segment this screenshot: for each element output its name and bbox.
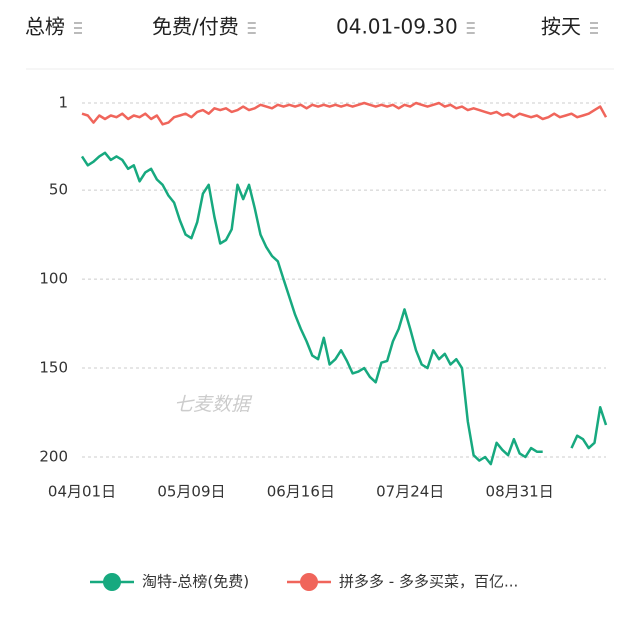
y-tick-label: 150	[39, 359, 68, 377]
x-tick-label: 06月16日	[267, 483, 335, 501]
menu-icon	[74, 22, 82, 24]
filter-label[interactable]: 04.01-09.30	[336, 15, 458, 39]
x-tick-label: 05月09日	[157, 483, 225, 501]
menu-icon	[590, 27, 598, 29]
menu-icon	[247, 22, 256, 24]
menu-icon	[74, 27, 82, 29]
menu-icon	[466, 32, 475, 34]
menu-icon	[247, 27, 256, 29]
legend-label[interactable]: 拼多多 - 多多买菜，百亿...	[339, 573, 518, 591]
y-tick-label: 1	[58, 94, 68, 112]
series-line	[81, 101, 608, 126]
menu-icon	[590, 32, 598, 34]
filter-label[interactable]: 免费/付费	[152, 15, 239, 39]
y-tick-label: 100	[39, 270, 68, 288]
menu-icon	[74, 32, 82, 34]
series-line	[80, 151, 608, 466]
x-tick-label: 08月31日	[486, 483, 554, 501]
y-tick-label: 200	[39, 448, 68, 466]
menu-icon	[247, 32, 256, 34]
menu-icon	[466, 22, 475, 24]
legend-marker	[300, 573, 318, 591]
x-tick-label: 07月24日	[376, 483, 444, 501]
filter-label[interactable]: 按天	[541, 15, 581, 39]
menu-icon	[590, 22, 598, 24]
legend-marker	[103, 573, 121, 591]
watermark: 七麦数据	[174, 394, 253, 416]
menu-icon	[466, 27, 475, 29]
x-tick-label: 04月01日	[48, 483, 116, 501]
legend-label[interactable]: 淘特-总榜(免费)	[142, 573, 249, 591]
y-tick-label: 50	[49, 181, 68, 199]
filter-label[interactable]: 总榜	[25, 15, 65, 39]
